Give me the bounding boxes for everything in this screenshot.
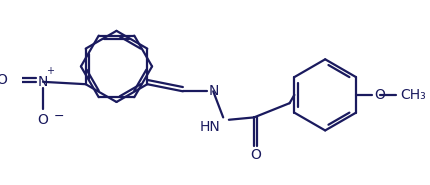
Text: −: − xyxy=(53,110,64,123)
Text: HN: HN xyxy=(200,120,220,134)
Text: +: + xyxy=(46,66,54,76)
Text: N: N xyxy=(38,75,48,89)
Text: N: N xyxy=(209,84,219,98)
Text: CH₃: CH₃ xyxy=(399,88,425,102)
Text: O: O xyxy=(37,113,48,127)
Text: O: O xyxy=(0,73,7,87)
Text: O: O xyxy=(373,88,384,102)
Text: O: O xyxy=(250,148,261,162)
